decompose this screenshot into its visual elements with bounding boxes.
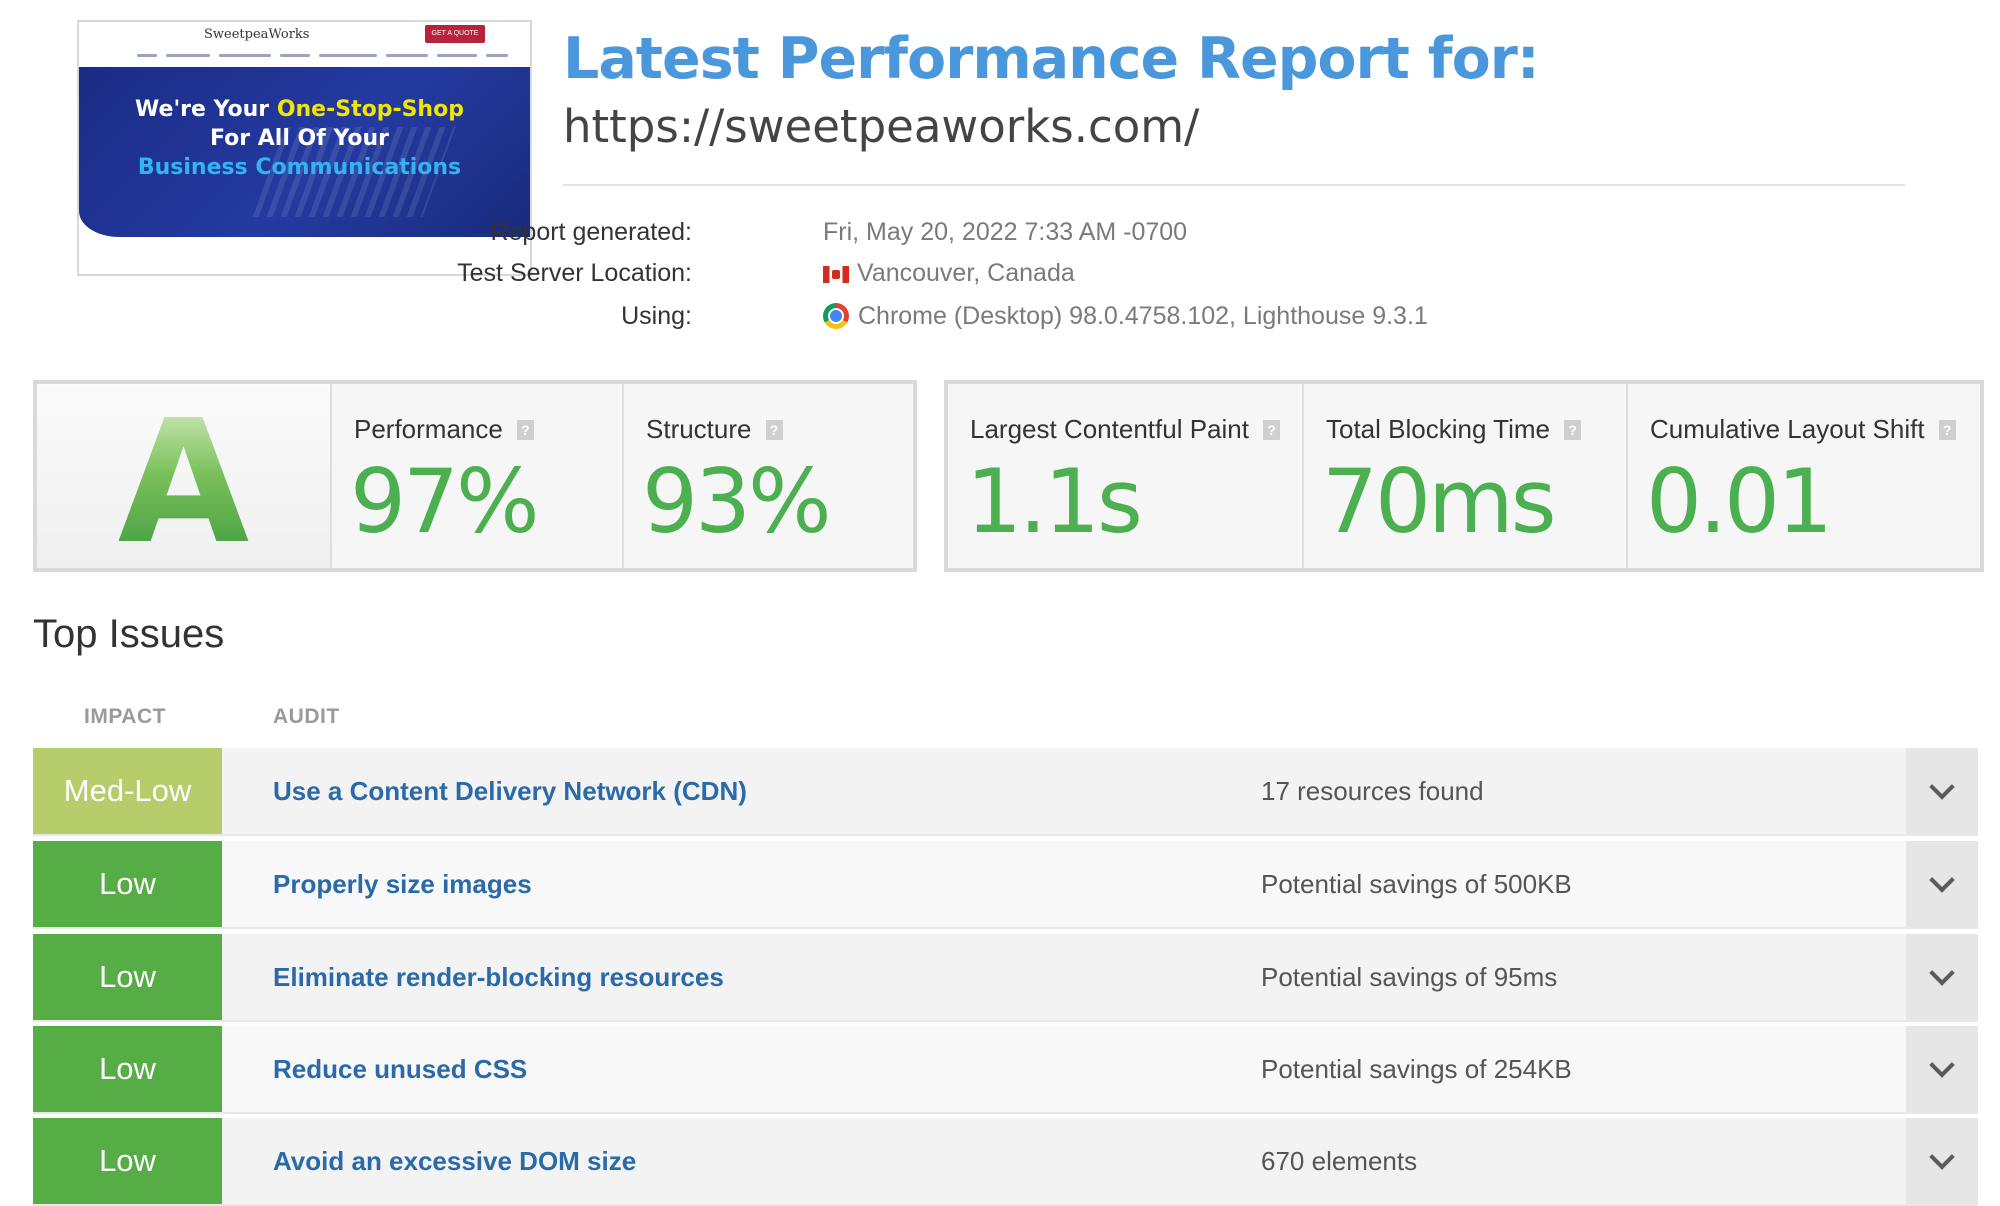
thumbnail-nav bbox=[79, 46, 530, 64]
audit-detail: 670 elements bbox=[1261, 1145, 1418, 1176]
audit-detail: Potential savings of 254KB bbox=[1261, 1053, 1572, 1084]
audit-link[interactable]: Use a Content Delivery Network (CDN) bbox=[273, 775, 747, 806]
chevron-down-icon bbox=[1929, 1052, 1955, 1078]
metric-value: 1.1s bbox=[966, 450, 1143, 553]
help-icon[interactable]: ? bbox=[765, 420, 783, 440]
audit-detail: Potential savings of 95ms bbox=[1261, 961, 1558, 992]
impact-badge: Med-Low bbox=[33, 748, 222, 834]
header-divider bbox=[563, 184, 1905, 186]
impact-badge: Low bbox=[33, 841, 222, 927]
meta-value-wrap: Vancouver, Canada bbox=[823, 259, 1075, 288]
meta-label: Test Server Location: bbox=[457, 259, 692, 287]
meta-server-location: Test Server Location: Vancouver, Canada bbox=[457, 259, 1600, 293]
metric-label: Total Blocking Time bbox=[1326, 414, 1550, 444]
issue-row[interactable]: Low Reduce unused CSS Potential savings … bbox=[33, 1026, 1978, 1114]
impact-badge: Low bbox=[33, 934, 222, 1020]
issue-row[interactable]: Med-Low Use a Content Delivery Network (… bbox=[33, 748, 1978, 836]
help-icon[interactable]: ? bbox=[1262, 420, 1280, 440]
audit-detail: 17 resources found bbox=[1261, 775, 1484, 806]
audit-detail: Potential savings of 500KB bbox=[1261, 868, 1572, 899]
lcp-metric: Largest Contentful Paint? 1.1s bbox=[948, 384, 1304, 568]
chevron-down-icon bbox=[1929, 774, 1955, 800]
help-icon[interactable]: ? bbox=[1563, 420, 1581, 440]
metric-value: 0.01 bbox=[1646, 450, 1833, 553]
audit-link[interactable]: Reduce unused CSS bbox=[273, 1053, 528, 1084]
metric-value: 97% bbox=[350, 450, 540, 553]
thumbnail-cta-button: GET A QUOTE bbox=[425, 25, 485, 43]
thumbnail-hero: We're Your One-Stop-Shop For All Of Your… bbox=[79, 67, 530, 237]
metric-value: 93% bbox=[642, 450, 832, 553]
expand-button[interactable] bbox=[1906, 841, 1978, 927]
structure-score: Structure? 93% bbox=[624, 384, 913, 568]
meta-report-generated: Report generated: Fri, May 20, 2022 7:33… bbox=[490, 218, 1600, 252]
issue-row[interactable]: Low Avoid an excessive DOM size 670 elem… bbox=[33, 1118, 1978, 1206]
meta-label: Using: bbox=[621, 302, 692, 330]
expand-button[interactable] bbox=[1906, 748, 1978, 834]
gtmetrix-grade-panel: A Performance? 97% Structure? 93% bbox=[33, 380, 917, 572]
top-issues-heading: Top Issues bbox=[33, 612, 225, 656]
grade-cell: A bbox=[37, 384, 332, 568]
thumbnail-hero-text: We're Your One-Stop-Shop For All Of Your… bbox=[135, 97, 464, 180]
site-screenshot-thumbnail: SweetpeaWorks GET A QUOTE We're Your One… bbox=[77, 20, 532, 276]
thumbnail-logo: SweetpeaWorks bbox=[204, 27, 310, 42]
expand-button[interactable] bbox=[1906, 1118, 1978, 1204]
cls-metric: Cumulative Layout Shift? 0.01 bbox=[1628, 384, 1980, 568]
meta-using: Using: Chrome (Desktop) 98.0.4758.102, L… bbox=[500, 302, 1600, 336]
report-title: Latest Performance Report for: bbox=[563, 26, 1540, 92]
impact-badge: Low bbox=[33, 1026, 222, 1112]
audit-link[interactable]: Avoid an excessive DOM size bbox=[273, 1145, 637, 1176]
meta-value: Vancouver, Canada bbox=[857, 259, 1075, 287]
help-icon[interactable]: ? bbox=[1938, 420, 1956, 440]
metric-label: Performance bbox=[354, 414, 503, 444]
chevron-down-icon bbox=[1929, 1144, 1955, 1170]
audit-link[interactable]: Properly size images bbox=[273, 868, 532, 899]
audit-link[interactable]: Eliminate render-blocking resources bbox=[273, 961, 724, 992]
expand-button[interactable] bbox=[1906, 1026, 1978, 1112]
metric-label: Largest Contentful Paint bbox=[970, 414, 1249, 444]
meta-value-wrap: Chrome (Desktop) 98.0.4758.102, Lighthou… bbox=[823, 302, 1428, 331]
metric-value: 70ms bbox=[1322, 450, 1557, 553]
chrome-icon bbox=[823, 303, 849, 329]
report-url[interactable]: https://sweetpeaworks.com/ bbox=[563, 100, 1200, 153]
impact-badge: Low bbox=[33, 1118, 222, 1204]
chevron-down-icon bbox=[1929, 867, 1955, 893]
issue-row[interactable]: Low Properly size images Potential savin… bbox=[33, 841, 1978, 929]
expand-button[interactable] bbox=[1906, 934, 1978, 1020]
audit-column-header: AUDIT bbox=[273, 705, 340, 728]
tbt-metric: Total Blocking Time? 70ms bbox=[1304, 384, 1628, 568]
thumbnail-header: SweetpeaWorks GET A QUOTE bbox=[79, 22, 530, 46]
gtmetrix-grade: A bbox=[37, 398, 330, 568]
web-vitals-panel: Largest Contentful Paint? 1.1s Total Blo… bbox=[944, 380, 1984, 572]
canada-flag-icon bbox=[823, 266, 849, 283]
metric-label: Structure bbox=[646, 414, 752, 444]
issue-row[interactable]: Low Eliminate render-blocking resources … bbox=[33, 934, 1978, 1022]
performance-score: Performance? 97% bbox=[332, 384, 624, 568]
meta-value: Chrome (Desktop) 98.0.4758.102, Lighthou… bbox=[858, 302, 1428, 330]
meta-value: Fri, May 20, 2022 7:33 AM -0700 bbox=[823, 218, 1188, 246]
impact-column-header: IMPACT bbox=[84, 705, 166, 728]
meta-label: Report generated: bbox=[490, 218, 692, 246]
metric-label: Cumulative Layout Shift bbox=[1650, 414, 1925, 444]
chevron-down-icon bbox=[1929, 960, 1955, 986]
help-icon[interactable]: ? bbox=[516, 420, 534, 440]
